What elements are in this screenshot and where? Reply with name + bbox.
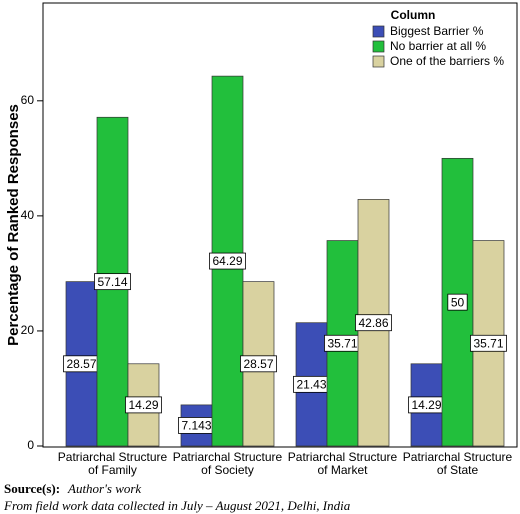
- y-tick-label: 60: [21, 93, 35, 107]
- legend-label: No barrier at all %: [390, 39, 486, 53]
- value-label-group: 57.14: [94, 273, 131, 291]
- value-label-box: [125, 396, 162, 414]
- value-label: 57.14: [97, 275, 127, 289]
- value-label-group: 7.143: [178, 417, 215, 434]
- legend-swatch: [372, 25, 385, 38]
- value-label-group: 35.71: [324, 334, 361, 352]
- x-tick-label: of Market: [317, 463, 368, 477]
- value-label: 28.57: [243, 357, 273, 371]
- value-label-box: [447, 293, 468, 311]
- plot-frame: [42, 2, 518, 448]
- value-label: 35.71: [327, 336, 357, 350]
- value-label-group: 21.43: [293, 375, 330, 393]
- value-label-group: 28.57: [240, 355, 277, 373]
- y-tick-label: 20: [21, 323, 35, 337]
- x-tick-label: Patriarchal Structure: [173, 450, 283, 464]
- value-label: 35.71: [473, 336, 503, 350]
- value-label: 64.29: [212, 254, 242, 268]
- value-label: 42.86: [358, 316, 388, 330]
- value-label-group: 14.29: [125, 396, 162, 414]
- legend-swatch: [372, 55, 385, 68]
- value-label-group: 35.71: [470, 334, 507, 352]
- value-label: 21.43: [296, 378, 326, 392]
- value-label: 14.29: [128, 398, 158, 412]
- value-label-box: [209, 252, 246, 270]
- x-tick-label: Patriarchal Structure: [58, 450, 168, 464]
- value-label-box: [94, 273, 131, 291]
- legend-label: One of the barriers %: [390, 54, 504, 68]
- value-label: 7.143: [181, 419, 211, 433]
- source-text: Author's work: [67, 481, 141, 496]
- legend-label: Biggest Barrier %: [390, 24, 484, 38]
- value-label-group: 64.29: [209, 252, 246, 270]
- legend-swatch: [372, 40, 385, 53]
- value-label-group: 14.29: [408, 396, 445, 414]
- value-label-box: [355, 314, 392, 332]
- x-tick-label: Patriarchal Structure: [403, 450, 513, 464]
- x-tick-label: of Family: [88, 463, 137, 477]
- y-tick-label: 0: [27, 438, 34, 452]
- source-label: Source(s):: [4, 481, 60, 496]
- x-tick-label: Patriarchal Structure: [288, 450, 398, 464]
- legend-title: Column: [391, 8, 436, 22]
- value-label-box: [240, 355, 277, 373]
- value-label-group: 42.86: [355, 314, 392, 332]
- value-label-group: 50: [447, 293, 468, 311]
- y-axis-title: Percentage of Ranked Responses: [5, 104, 22, 346]
- value-label: 14.29: [411, 398, 441, 412]
- x-tick-label: of State: [437, 463, 479, 477]
- value-label: 50: [451, 295, 465, 309]
- y-tick-label: 40: [21, 208, 35, 222]
- note: From field work data collected in July –…: [3, 498, 351, 513]
- value-label-group: 28.57: [63, 355, 100, 373]
- x-tick-label: of Society: [201, 463, 254, 477]
- value-label: 28.57: [66, 357, 96, 371]
- value-label-box: [470, 334, 507, 352]
